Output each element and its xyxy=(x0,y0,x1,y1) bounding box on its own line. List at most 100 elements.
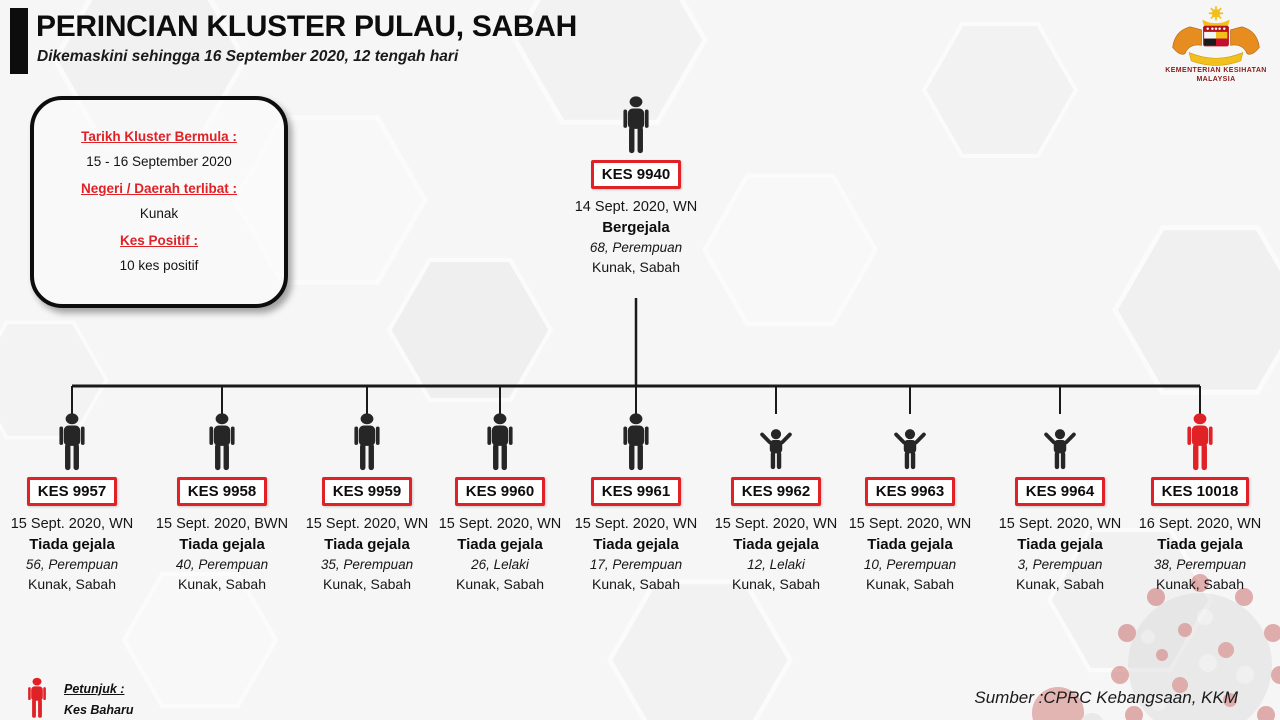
person-adult-icon xyxy=(487,413,513,471)
cluster-info-box: Tarikh Kluster Bermula : 15 - 16 Septemb… xyxy=(30,96,288,308)
title-accent-bar xyxy=(10,8,28,74)
info-label-district: Negeri / Daerah terlibat : xyxy=(80,181,238,196)
case-id-badge: KES 9959 xyxy=(321,477,413,506)
case-id-badge: KES 9964 xyxy=(1014,477,1106,506)
case-age-gender: 17, Perempuan xyxy=(589,557,683,572)
case-card: KES 9957 15 Sept. 2020, WN Tiada gejala … xyxy=(0,412,145,592)
case-location: Kunak, Sabah xyxy=(323,576,411,592)
case-id-badge: KES 9957 xyxy=(26,477,118,506)
case-age-gender: 26, Lelaki xyxy=(471,557,529,572)
info-label-start-date: Tarikh Kluster Bermula : xyxy=(81,129,237,144)
case-icon-slot xyxy=(887,412,933,472)
case-icon-slot xyxy=(200,412,244,472)
case-id-badge: KES 9960 xyxy=(454,477,546,506)
index-case-icon-slot xyxy=(614,93,658,155)
legend-title: Petunjuk : xyxy=(64,682,125,696)
case-date: 15 Sept. 2020, WN xyxy=(10,516,134,532)
person-adult-icon xyxy=(209,413,235,471)
case-date: 15 Sept. 2020, WN xyxy=(574,516,698,532)
legend-new-case-label: Kes Baharu xyxy=(64,703,134,717)
info-value-district: Kunak xyxy=(139,206,179,221)
person-adult-icon xyxy=(354,413,380,471)
case-symptom-status: Tiada gejala xyxy=(1157,536,1243,553)
case-age-gender: 68, Perempuan xyxy=(589,240,683,255)
case-symptom-status: Tiada gejala xyxy=(867,536,953,553)
case-card: KES 9958 15 Sept. 2020, BWN Tiada gejala… xyxy=(149,412,295,592)
index-case-card: KES 9940 14 Sept. 2020, WN Bergejala 68,… xyxy=(563,93,709,275)
case-date: 15 Sept. 2020, WN xyxy=(438,516,562,532)
case-date: 15 Sept. 2020, WN xyxy=(998,516,1122,532)
case-id-badge: KES 9962 xyxy=(730,477,822,506)
case-location: Kunak, Sabah xyxy=(866,576,954,592)
page-title: PERINCIAN KLUSTER PULAU, SABAH xyxy=(36,10,578,43)
case-location: Kunak, Sabah xyxy=(592,259,680,275)
legend-new-case-icon xyxy=(28,677,46,718)
case-date: 15 Sept. 2020, WN xyxy=(848,516,972,532)
case-location: Kunak, Sabah xyxy=(592,576,680,592)
case-date: 15 Sept. 2020, BWN xyxy=(155,516,289,532)
case-id-badge: KES 9963 xyxy=(864,477,956,506)
case-location: Kunak, Sabah xyxy=(178,576,266,592)
case-card: KES 9961 15 Sept. 2020, WN Tiada gejala … xyxy=(563,412,709,592)
case-icon-slot xyxy=(753,412,799,472)
case-date: 15 Sept. 2020, WN xyxy=(305,516,429,532)
case-location: Kunak, Sabah xyxy=(1016,576,1104,592)
info-value-start-date: 15 - 16 September 2020 xyxy=(86,154,232,169)
case-location: Kunak, Sabah xyxy=(1156,576,1244,592)
case-symptom-status: Tiada gejala xyxy=(29,536,115,553)
case-icon-slot xyxy=(50,412,94,472)
case-symptom-status: Tiada gejala xyxy=(324,536,410,553)
case-icon-slot xyxy=(1037,412,1083,472)
case-location: Kunak, Sabah xyxy=(732,576,820,592)
case-card: KES 9960 15 Sept. 2020, WN Tiada gejala … xyxy=(427,412,573,592)
case-age-gender: 12, Lelaki xyxy=(747,557,805,572)
person-adult-red-icon xyxy=(1187,413,1213,471)
case-age-gender: 40, Perempuan xyxy=(175,557,269,572)
case-location: Kunak, Sabah xyxy=(456,576,544,592)
info-label-positive-cases: Kes Positif : xyxy=(119,233,198,248)
coat-of-arms-icon xyxy=(1172,6,1260,66)
source-attribution: Sumber :CPRC Kebangsaan, KKM xyxy=(974,688,1238,707)
case-card-new-case: KES 10018 16 Sept. 2020, WN Tiada gejala… xyxy=(1127,412,1273,592)
legend: Petunjuk : Kes Baharu xyxy=(22,676,133,720)
case-symptom-status: Tiada gejala xyxy=(733,536,819,553)
case-age-gender: 3, Perempuan xyxy=(1017,557,1103,572)
case-symptom-status: Tiada gejala xyxy=(457,536,543,553)
case-age-gender: 35, Perempuan xyxy=(320,557,414,572)
person-child-icon xyxy=(894,428,926,472)
case-card: KES 9959 15 Sept. 2020, WN Tiada gejala … xyxy=(294,412,440,592)
case-icon-slot xyxy=(478,412,522,472)
legend-text: Petunjuk : Kes Baharu xyxy=(64,676,133,717)
case-id-badge: KES 9940 xyxy=(590,160,682,189)
ministry-logo: KEMENTERIAN KESIHATAN MALAYSIA xyxy=(1158,4,1274,84)
case-symptom-status: Tiada gejala xyxy=(1017,536,1103,553)
case-icon-slot xyxy=(345,412,389,472)
case-symptom-status: Bergejala xyxy=(602,219,670,236)
logo-caption-line1: KEMENTERIAN KESIHATAN xyxy=(1165,67,1267,74)
case-date: 16 Sept. 2020, WN xyxy=(1138,516,1262,532)
case-location: Kunak, Sabah xyxy=(28,576,116,592)
case-icon-slot xyxy=(614,412,658,472)
case-date: 15 Sept. 2020, WN xyxy=(714,516,838,532)
case-age-gender: 38, Perempuan xyxy=(1153,557,1247,572)
case-card: KES 9962 15 Sept. 2020, WN Tiada gejala … xyxy=(703,412,849,592)
person-adult-icon xyxy=(59,413,85,471)
case-icon-slot xyxy=(1178,412,1222,472)
case-age-gender: 56, Perempuan xyxy=(25,557,119,572)
case-id-badge: KES 9961 xyxy=(590,477,682,506)
person-adult-icon xyxy=(623,413,649,471)
case-age-gender: 10, Perempuan xyxy=(863,557,957,572)
person-child-icon xyxy=(1044,428,1076,472)
case-id-badge: KES 10018 xyxy=(1150,477,1250,506)
case-id-badge: KES 9958 xyxy=(176,477,268,506)
case-symptom-status: Tiada gejala xyxy=(593,536,679,553)
case-card: KES 9964 15 Sept. 2020, WN Tiada gejala … xyxy=(987,412,1133,592)
person-child-icon xyxy=(760,428,792,472)
logo-caption-line2: MALAYSIA xyxy=(1196,76,1236,83)
person-adult-icon xyxy=(623,96,649,154)
case-date: 14 Sept. 2020, WN xyxy=(574,199,698,215)
case-card: KES 9963 15 Sept. 2020, WN Tiada gejala … xyxy=(837,412,983,592)
info-value-positive-cases: 10 kes positif xyxy=(119,258,199,273)
case-symptom-status: Tiada gejala xyxy=(179,536,265,553)
